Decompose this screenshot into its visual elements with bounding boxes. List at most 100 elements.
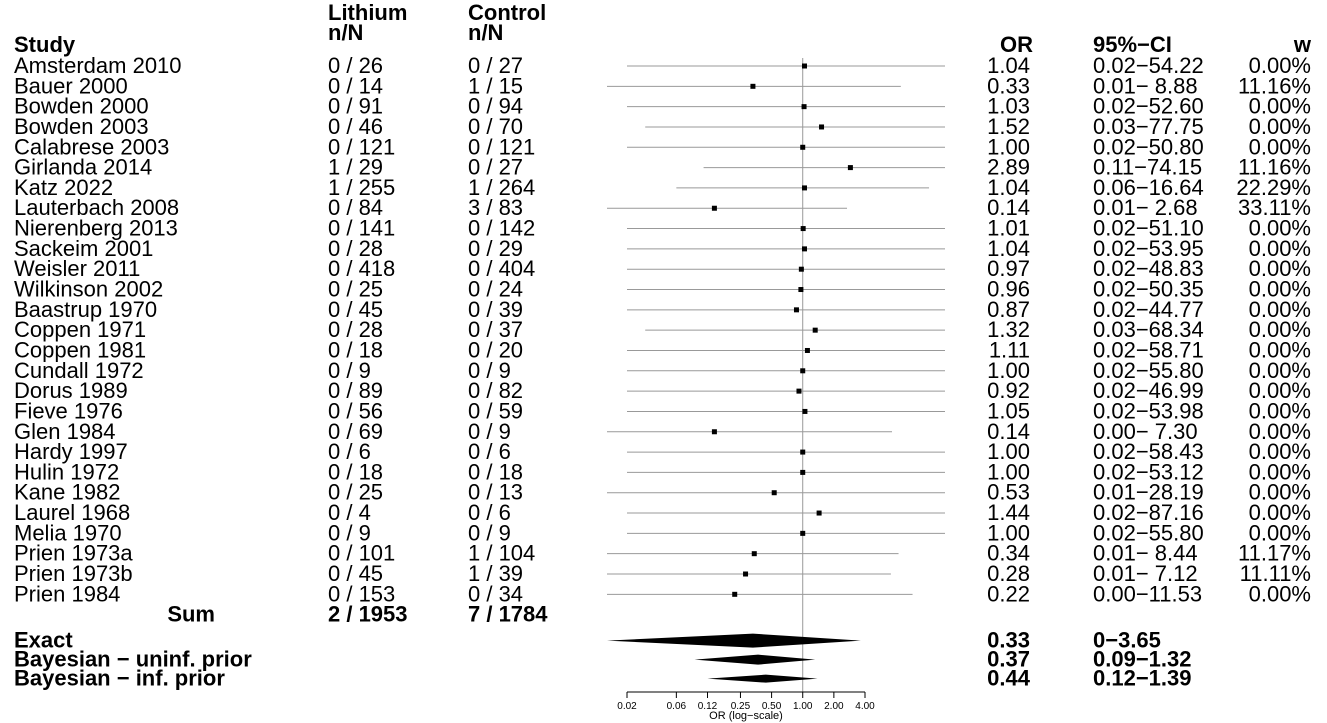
group2-count: 0 / 29 xyxy=(468,236,523,261)
pooled-or-value: 0.44 xyxy=(987,666,1031,691)
point-estimate xyxy=(771,490,777,496)
point-estimate xyxy=(801,246,807,252)
group2-count: 0 / 6 xyxy=(468,500,511,525)
group1-count: 0 / 84 xyxy=(328,195,383,220)
study-name: Coppen 1981 xyxy=(14,337,146,362)
point-estimate xyxy=(711,205,717,211)
odds-ratio-value: 0.96 xyxy=(987,277,1030,302)
group1-count: 1 / 29 xyxy=(328,155,383,180)
axis-tick-label: 4.00 xyxy=(855,701,875,712)
study-name: Prien 1973a xyxy=(14,541,133,566)
pooled-ci-value: 0−3.65 xyxy=(1093,628,1161,653)
point-estimate xyxy=(798,287,804,293)
study-row: Prien 1973a 0 / 101 1 / 104 0.34 0.01− 8.44 1… xyxy=(14,541,1311,566)
pooled-method-label: Exact xyxy=(14,628,73,653)
weight-value: 0.00% xyxy=(1249,94,1311,119)
confidence-interval-value: 0.00−11.53 xyxy=(1093,581,1202,606)
confidence-interval-value: 0.02−50.35 xyxy=(1093,277,1204,302)
point-estimate xyxy=(800,449,806,455)
study-row: Bauer 2000 0 / 14 1 / 15 0.33 0.01− 8.88 11.1… xyxy=(14,73,1311,98)
study-name: Lauterbach 2008 xyxy=(14,195,179,220)
point-estimate xyxy=(802,408,808,414)
weight-value: 0.00% xyxy=(1249,480,1311,505)
axis-tick-label: 0.06 xyxy=(667,701,687,712)
odds-ratio-value: 0.22 xyxy=(987,581,1030,606)
group2-count: 0 / 59 xyxy=(468,398,523,423)
group2-count: 0 / 6 xyxy=(468,439,511,464)
point-estimate xyxy=(750,83,756,89)
point-estimate xyxy=(801,185,807,191)
weight-value: 22.29% xyxy=(1236,175,1311,200)
study-name: Cundall 1972 xyxy=(14,358,144,383)
odds-ratio-value: 0.92 xyxy=(987,378,1030,403)
weight-value: 0.00% xyxy=(1249,398,1311,423)
study-name: Girlanda 2014 xyxy=(14,155,152,180)
point-estimate xyxy=(793,307,799,313)
group2-count: 1 / 15 xyxy=(468,73,523,98)
study-name: Bowden 2000 xyxy=(14,94,149,119)
group1-header-line1: Lithium xyxy=(328,0,407,25)
point-estimate xyxy=(751,551,757,557)
odds-ratio-value: 0.14 xyxy=(987,195,1030,220)
weight-value: 11.16% xyxy=(1238,155,1311,180)
x-axis-label: OR (log−scale) xyxy=(709,710,783,722)
group2-header-line2: n/N xyxy=(468,20,503,45)
axis-tick-label: 0.50 xyxy=(762,701,782,712)
group1-count: 0 / 45 xyxy=(328,297,383,322)
group1-count: 1 / 255 xyxy=(328,175,395,200)
study-name: Prien 1973b xyxy=(14,561,133,586)
study-name: Coppen 1971 xyxy=(14,317,146,342)
confidence-interval-value: 0.02−54.22 xyxy=(1093,53,1204,78)
study-name: Laurel 1968 xyxy=(14,500,130,525)
point-estimate xyxy=(804,347,810,353)
weight-value: 0.00% xyxy=(1249,500,1311,525)
pooled-row: Bayesian − uninf. prior 0.37 0.09−1.32 xyxy=(14,647,1191,672)
point-estimate xyxy=(800,226,806,232)
confidence-interval-value: 0.02−46.99 xyxy=(1093,378,1204,403)
confidence-interval-value: 0.02−44.77 xyxy=(1093,297,1204,322)
study-row: Bowden 2000 0 / 91 0 / 94 1.03 0.02−52.60 0.0… xyxy=(14,94,1311,119)
point-estimate xyxy=(816,510,822,516)
confidence-interval-value: 0.02−50.80 xyxy=(1093,134,1204,159)
confidence-interval-value: 0.01− 2.68 xyxy=(1093,195,1198,220)
study-name: Katz 2022 xyxy=(14,175,113,200)
weight-value: 11.11% xyxy=(1240,561,1311,586)
group1-count: 0 / 9 xyxy=(328,358,371,383)
group2-total: 7 / 1784 xyxy=(468,602,548,627)
point-estimate xyxy=(819,124,825,130)
weight-value: 0.00% xyxy=(1249,419,1311,444)
pooled-ci-value: 0.12−1.39 xyxy=(1093,666,1191,691)
study-name: Dorus 1989 xyxy=(14,378,128,403)
odds-ratio-value: 1.03 xyxy=(987,94,1030,119)
point-estimate xyxy=(800,144,806,150)
group1-count: 0 / 28 xyxy=(328,236,383,261)
study-row: Laurel 1968 0 / 4 0 / 6 1.44 0.02−87.16 0.00% xyxy=(14,500,1311,525)
odds-ratio-value: 1.01 xyxy=(987,216,1030,241)
odds-ratio-value: 1.04 xyxy=(987,175,1030,200)
study-row: Calabrese 2003 0 / 121 0 / 121 1.00 0.02−50.… xyxy=(14,134,1311,159)
confidence-interval-value: 0.02−48.83 xyxy=(1093,256,1204,281)
point-estimate xyxy=(801,63,807,69)
study-name: Glen 1984 xyxy=(14,419,116,444)
study-row: Prien 1973b 0 / 45 1 / 39 0.28 0.01− 7.12 11.… xyxy=(14,561,1311,586)
axis-tick-label: 0.02 xyxy=(617,701,637,712)
study-row: Coppen 1981 0 / 18 0 / 20 1.11 0.02−58.71 0.0… xyxy=(14,337,1311,362)
study-name: Amsterdam 2010 xyxy=(14,53,182,78)
pooled-method-label: Bayesian − inf. prior xyxy=(14,666,225,691)
pooled-diamond xyxy=(694,654,816,665)
group2-count: 0 / 94 xyxy=(468,94,523,119)
axis-tick-label: 0.25 xyxy=(731,701,751,712)
confidence-interval-value: 0.02−58.71 xyxy=(1093,337,1204,362)
group1-total: 2 / 1953 xyxy=(328,602,408,627)
group1-count: 0 / 28 xyxy=(328,317,383,342)
group2-count: 0 / 9 xyxy=(468,419,511,444)
group2-count: 0 / 24 xyxy=(468,277,523,302)
point-estimate xyxy=(812,327,818,333)
axis-tick-label: 0.12 xyxy=(698,701,718,712)
odds-ratio-value: 1.52 xyxy=(987,114,1030,139)
group2-count: 0 / 9 xyxy=(468,520,511,545)
group2-count: 1 / 39 xyxy=(468,561,523,586)
group2-count: 0 / 13 xyxy=(468,480,523,505)
confidence-interval-value: 0.02−87.16 xyxy=(1093,500,1204,525)
study-row: Prien 1984 0 / 153 0 / 34 0.22 0.00−11.53 0.0… xyxy=(14,581,1311,606)
